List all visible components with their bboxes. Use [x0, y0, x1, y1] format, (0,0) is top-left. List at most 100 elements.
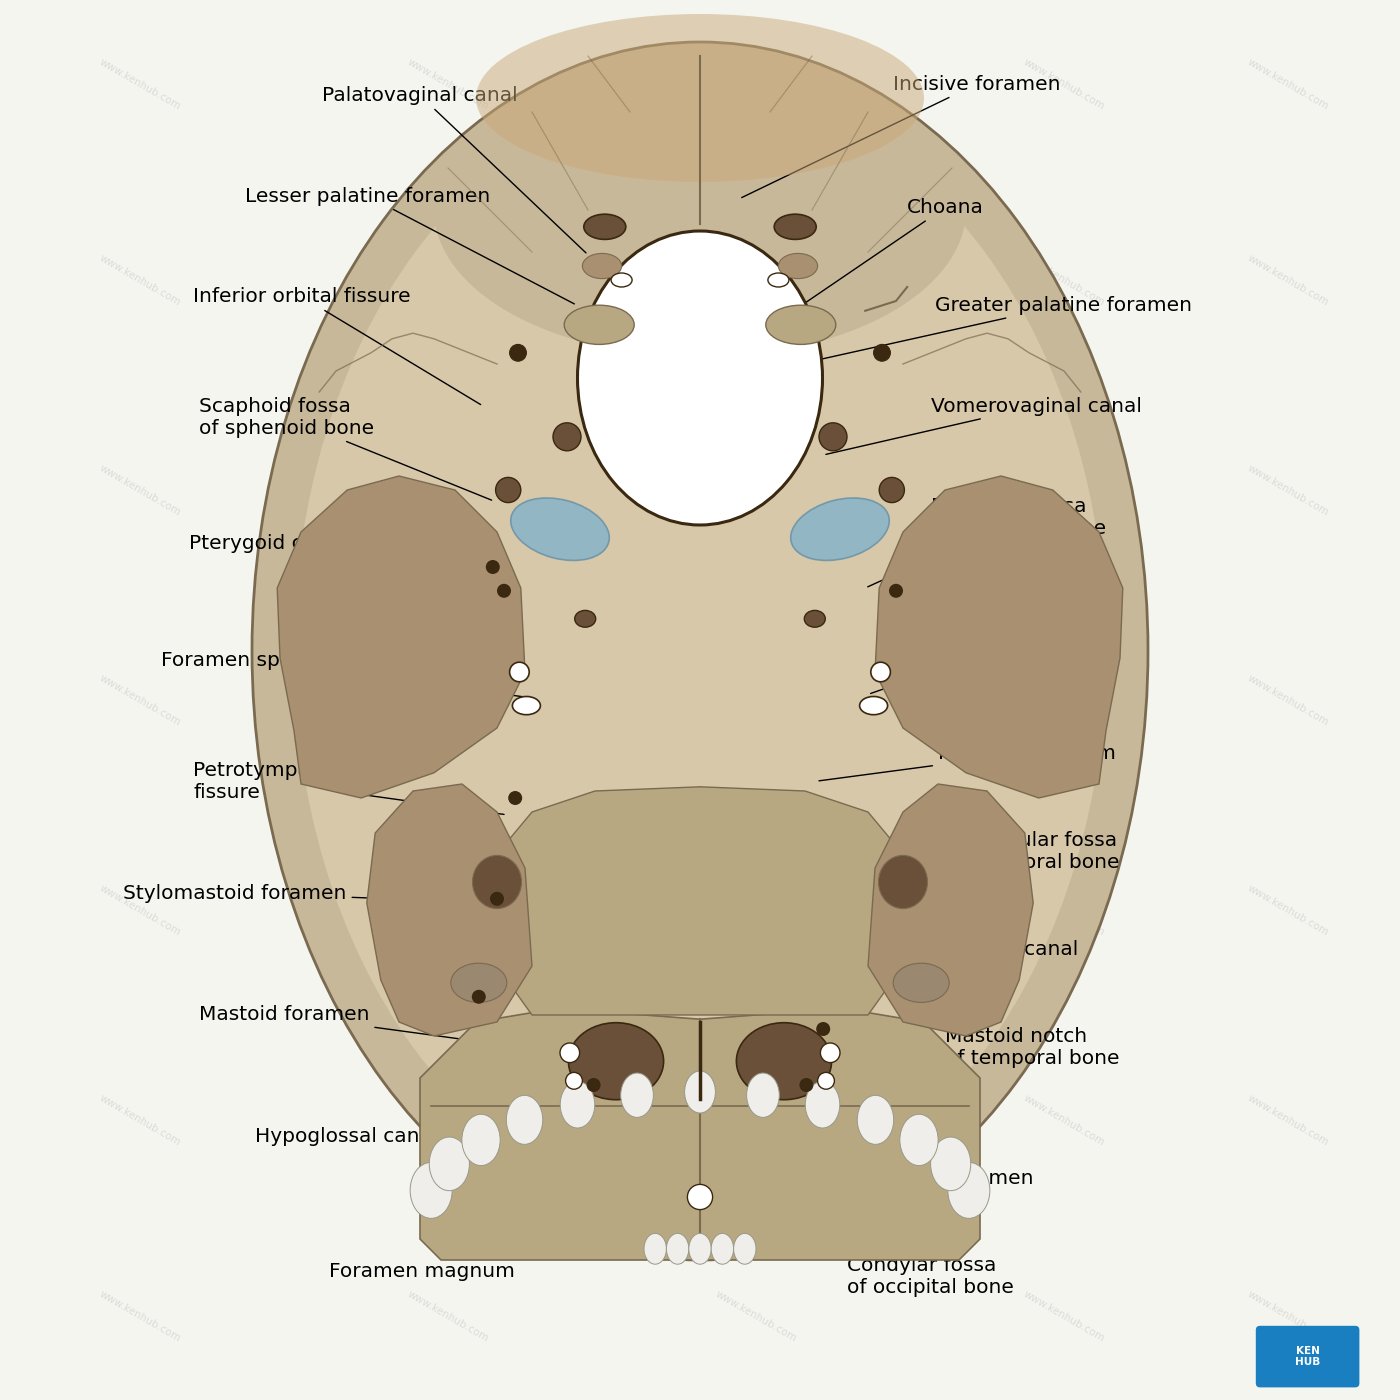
Text: www.kenhub.com: www.kenhub.com [98, 882, 182, 938]
Text: Scaphoid fossa
of sphenoid bone: Scaphoid fossa of sphenoid bone [199, 396, 491, 500]
Text: Mandibular fossa
of temporal bone: Mandibular fossa of temporal bone [864, 830, 1120, 885]
Ellipse shape [666, 1233, 689, 1264]
Ellipse shape [893, 963, 949, 1002]
Ellipse shape [511, 498, 609, 560]
Circle shape [889, 584, 903, 598]
Ellipse shape [582, 253, 622, 279]
Ellipse shape [620, 1072, 654, 1117]
Ellipse shape [778, 253, 818, 279]
Ellipse shape [746, 1072, 780, 1117]
Text: KEN
HUB: KEN HUB [1295, 1345, 1320, 1368]
Text: www.kenhub.com: www.kenhub.com [1022, 882, 1106, 938]
Ellipse shape [512, 697, 540, 714]
Text: www.kenhub.com: www.kenhub.com [714, 56, 798, 112]
Text: www.kenhub.com: www.kenhub.com [98, 1092, 182, 1148]
Circle shape [687, 1184, 713, 1210]
Text: www.kenhub.com: www.kenhub.com [98, 462, 182, 518]
Text: Petrotympanic
fissure: Petrotympanic fissure [193, 760, 504, 815]
Circle shape [510, 344, 526, 361]
Text: Palatovaginal canal: Palatovaginal canal [322, 85, 587, 253]
Text: www.kenhub.com: www.kenhub.com [1246, 462, 1330, 518]
Ellipse shape [804, 610, 825, 627]
Circle shape [472, 990, 486, 1004]
Text: www.kenhub.com: www.kenhub.com [1022, 56, 1106, 112]
Text: Incisive foramen: Incisive foramen [742, 74, 1061, 197]
Text: www.kenhub.com: www.kenhub.com [406, 462, 490, 518]
Circle shape [486, 560, 500, 574]
Polygon shape [497, 787, 903, 1015]
Circle shape [818, 1072, 834, 1089]
Ellipse shape [434, 63, 966, 357]
Ellipse shape [473, 855, 521, 909]
Text: Foramen ovale: Foramen ovale [871, 631, 1095, 693]
Ellipse shape [507, 1095, 543, 1144]
Ellipse shape [766, 305, 836, 344]
Ellipse shape [736, 1022, 832, 1100]
Circle shape [819, 423, 847, 451]
Text: www.kenhub.com: www.kenhub.com [1022, 672, 1106, 728]
Ellipse shape [774, 214, 816, 239]
Text: www.kenhub.com: www.kenhub.com [1246, 1092, 1330, 1148]
Ellipse shape [931, 1137, 970, 1190]
Ellipse shape [462, 1114, 500, 1166]
Ellipse shape [252, 42, 1148, 1260]
Text: www.kenhub.com: www.kenhub.com [98, 1288, 182, 1344]
Text: Stylomastoid foramen: Stylomastoid foramen [123, 883, 508, 903]
Circle shape [874, 344, 890, 361]
Ellipse shape [574, 610, 595, 627]
Circle shape [497, 584, 511, 598]
Text: www.kenhub.com: www.kenhub.com [1246, 672, 1330, 728]
Text: www.kenhub.com: www.kenhub.com [406, 56, 490, 112]
Text: www.kenhub.com: www.kenhub.com [1022, 1092, 1106, 1148]
Ellipse shape [711, 1233, 734, 1264]
Circle shape [508, 791, 522, 805]
Text: www.kenhub.com: www.kenhub.com [714, 462, 798, 518]
Ellipse shape [568, 1022, 664, 1100]
Text: www.kenhub.com: www.kenhub.com [406, 1092, 490, 1148]
Circle shape [510, 662, 529, 682]
Circle shape [490, 892, 504, 906]
Text: www.kenhub.com: www.kenhub.com [714, 252, 798, 308]
Text: Hypoglossal canal: Hypoglossal canal [255, 1127, 613, 1159]
Text: Foramen spinosum: Foramen spinosum [161, 651, 524, 697]
Text: www.kenhub.com: www.kenhub.com [1246, 882, 1330, 938]
Polygon shape [277, 476, 525, 798]
Text: Carotid canal: Carotid canal [860, 939, 1078, 963]
Ellipse shape [769, 273, 790, 287]
Polygon shape [367, 784, 532, 1036]
Text: www.kenhub.com: www.kenhub.com [406, 1288, 490, 1344]
Text: Pterygoid canal: Pterygoid canal [189, 533, 512, 605]
Circle shape [816, 1022, 830, 1036]
Text: www.kenhub.com: www.kenhub.com [98, 252, 182, 308]
Circle shape [496, 477, 521, 503]
Text: www.kenhub.com: www.kenhub.com [98, 672, 182, 728]
Text: Choana: Choana [784, 197, 984, 318]
Circle shape [879, 477, 904, 503]
Ellipse shape [948, 1162, 990, 1218]
Text: www.kenhub.com: www.kenhub.com [1246, 56, 1330, 112]
Circle shape [799, 1078, 813, 1092]
Text: www.kenhub.com: www.kenhub.com [406, 882, 490, 938]
Circle shape [553, 423, 581, 451]
Text: Foramen magnum: Foramen magnum [329, 1222, 596, 1281]
Ellipse shape [879, 855, 927, 909]
Text: Mastoid notch
of temporal bone: Mastoid notch of temporal bone [878, 1026, 1120, 1081]
Text: Vomerovaginal canal: Vomerovaginal canal [826, 396, 1142, 455]
Text: www.kenhub.com: www.kenhub.com [98, 56, 182, 112]
Text: Inferior orbital fissure: Inferior orbital fissure [193, 287, 480, 405]
Ellipse shape [577, 231, 823, 525]
Text: www.kenhub.com: www.kenhub.com [1022, 252, 1106, 308]
Ellipse shape [451, 963, 507, 1002]
Ellipse shape [560, 1081, 595, 1128]
Text: www.kenhub.com: www.kenhub.com [1246, 1288, 1330, 1344]
Text: Jugular foramen: Jugular foramen [812, 1169, 1033, 1189]
Ellipse shape [860, 697, 888, 714]
Ellipse shape [685, 1071, 715, 1113]
Text: Condylar fossa
of occipital bone: Condylar fossa of occipital bone [798, 1236, 1014, 1298]
Ellipse shape [805, 1081, 840, 1128]
Text: www.kenhub.com: www.kenhub.com [714, 1092, 798, 1148]
Ellipse shape [564, 305, 634, 344]
Text: Pterygoid fossa
of sphenoid bone: Pterygoid fossa of sphenoid bone [868, 497, 1106, 587]
FancyBboxPatch shape [1256, 1326, 1359, 1387]
Circle shape [560, 1043, 580, 1063]
